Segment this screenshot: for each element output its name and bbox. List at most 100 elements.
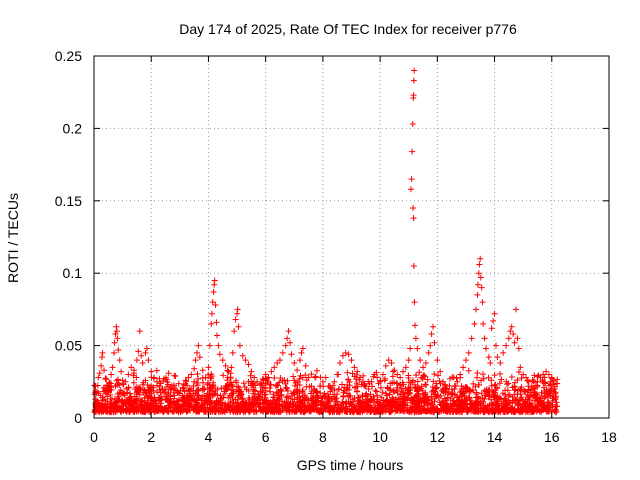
data-point	[421, 373, 428, 380]
data-point	[439, 399, 446, 406]
data-point	[485, 393, 492, 400]
data-point	[328, 396, 335, 402]
data-point	[301, 396, 308, 403]
data-point	[234, 403, 241, 410]
data-point	[291, 382, 298, 389]
data-point	[422, 359, 429, 366]
data-point	[271, 400, 278, 407]
data-point	[485, 374, 492, 381]
data-point	[191, 365, 198, 372]
data-point	[307, 390, 314, 397]
data-point	[547, 378, 554, 385]
data-point	[220, 372, 227, 379]
data-point	[468, 398, 475, 405]
data-point	[281, 399, 288, 406]
data-point	[194, 391, 201, 398]
data-point	[457, 389, 464, 396]
data-point	[102, 375, 109, 382]
data-point	[234, 310, 241, 317]
data-point	[228, 364, 235, 371]
data-point	[175, 380, 182, 387]
data-point	[283, 384, 290, 391]
data-point	[247, 372, 254, 379]
data-point	[117, 406, 124, 413]
data-point	[408, 186, 415, 193]
data-point	[143, 345, 150, 352]
y-tick-label: 0.15	[55, 193, 82, 209]
data-point	[501, 406, 508, 413]
data-point	[228, 387, 235, 394]
data-point	[211, 281, 218, 288]
data-point	[278, 391, 285, 398]
data-point	[450, 402, 457, 409]
data-point	[514, 335, 521, 342]
data-point	[320, 392, 327, 399]
data-point	[408, 176, 415, 183]
data-point	[180, 385, 187, 392]
data-point	[136, 391, 143, 398]
data-point	[378, 394, 385, 401]
data-point	[423, 381, 430, 388]
data-point	[508, 323, 515, 330]
data-point	[184, 406, 191, 413]
x-tick-label: 18	[601, 429, 617, 445]
data-point	[461, 397, 468, 404]
data-point	[499, 390, 506, 397]
data-point	[271, 375, 278, 382]
data-point	[229, 382, 236, 389]
data-point	[492, 408, 499, 415]
data-point	[446, 375, 453, 382]
data-point	[510, 331, 517, 338]
data-point	[431, 371, 438, 378]
data-point	[319, 408, 326, 415]
data-point	[240, 380, 247, 387]
x-tick-label: 2	[147, 429, 155, 445]
data-point	[120, 390, 127, 397]
data-point	[235, 407, 242, 414]
data-point	[125, 371, 132, 378]
data-point	[515, 368, 522, 375]
data-point	[475, 381, 482, 388]
data-point	[374, 392, 381, 399]
data-point	[339, 352, 346, 359]
data-point	[207, 400, 214, 407]
data-point	[113, 328, 120, 335]
data-point	[145, 387, 152, 394]
data-point	[360, 382, 367, 389]
data-point	[233, 379, 240, 386]
data-point	[302, 404, 309, 411]
data-point	[157, 403, 164, 410]
data-point	[430, 323, 437, 330]
data-point	[274, 382, 281, 389]
data-point	[230, 390, 237, 397]
data-point	[186, 392, 193, 399]
data-point	[284, 377, 291, 384]
data-point	[330, 382, 337, 389]
data-point	[405, 357, 412, 364]
data-point	[165, 409, 172, 416]
data-point	[360, 372, 367, 379]
data-point	[524, 377, 531, 384]
data-point	[470, 380, 477, 387]
data-point	[251, 394, 258, 401]
data-point	[515, 345, 522, 352]
data-point	[320, 383, 327, 390]
data-point	[296, 375, 303, 382]
data-point	[276, 357, 283, 364]
data-point	[354, 388, 361, 395]
data-point	[344, 369, 351, 376]
data-point	[545, 399, 552, 406]
data-point	[251, 388, 258, 395]
data-point	[459, 405, 466, 412]
data-point	[355, 394, 362, 401]
data-point	[285, 395, 292, 402]
data-point	[219, 357, 226, 364]
data-point	[236, 342, 243, 349]
data-point	[454, 378, 461, 385]
data-point	[548, 385, 555, 392]
data-point	[509, 403, 516, 410]
data-point	[522, 398, 529, 405]
data-point	[462, 357, 469, 364]
data-point	[172, 387, 179, 394]
data-point	[494, 354, 501, 361]
